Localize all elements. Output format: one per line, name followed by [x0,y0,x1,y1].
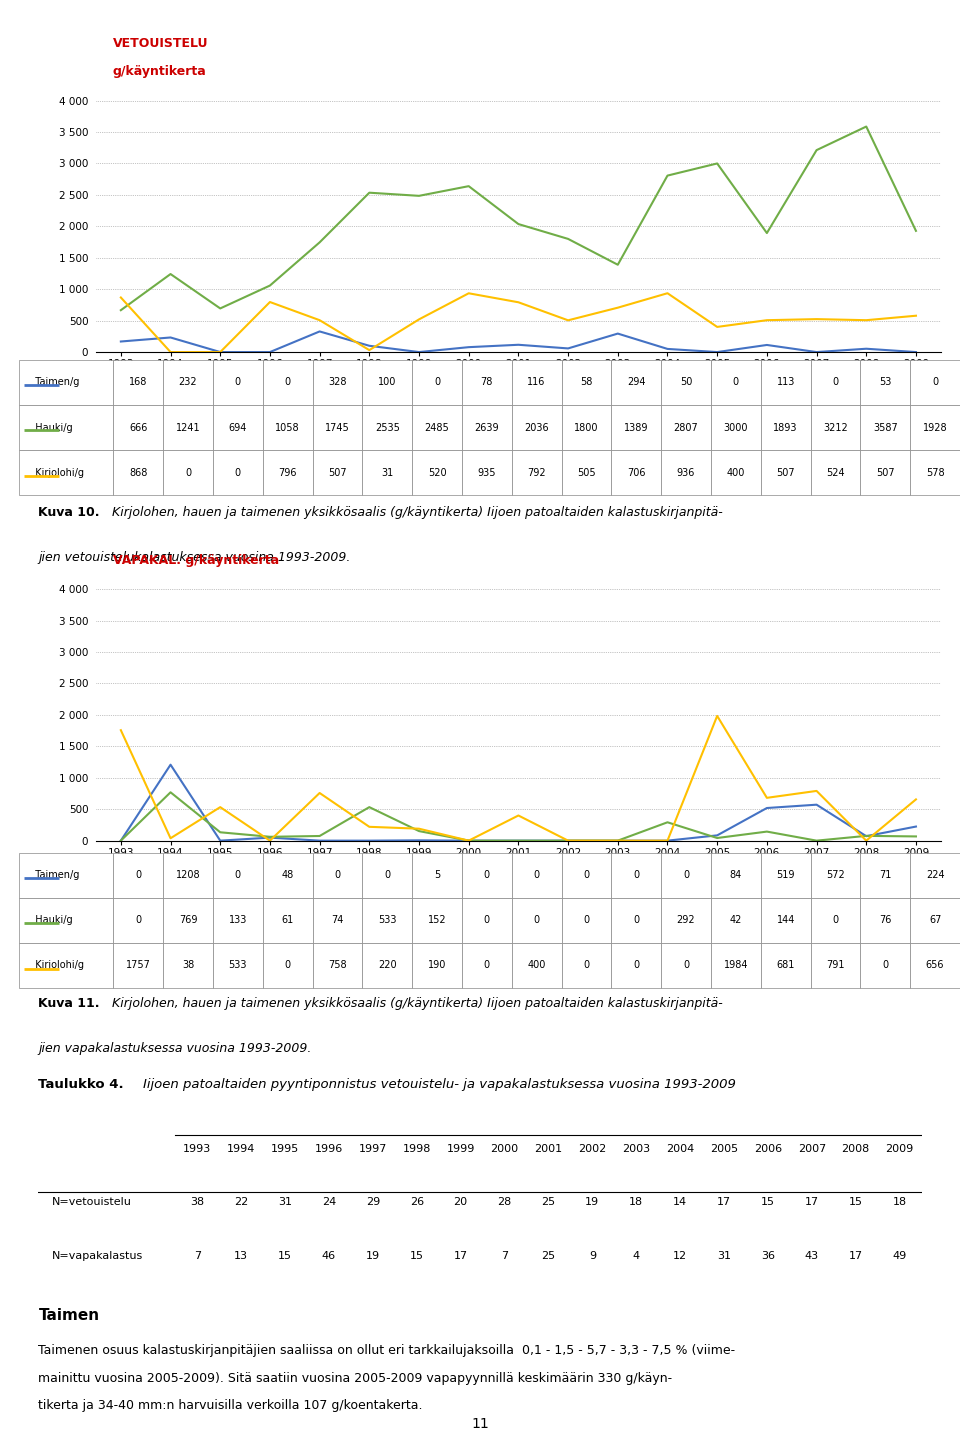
Text: jien vapakalastuksessa vuosina 1993-2009.: jien vapakalastuksessa vuosina 1993-2009… [38,1042,312,1055]
Text: Iijoen patoaltaiden pyyntiponnistus vetouistelu- ja vapakalastuksessa vuosina 19: Iijoen patoaltaiden pyyntiponnistus veto… [143,1078,735,1091]
Text: VETOUISTELU: VETOUISTELU [113,37,208,50]
Text: Taimen: Taimen [38,1308,100,1322]
Text: Taimenen osuus kalastuskirjanpitäjien saaliissa on ollut eri tarkkailujaksoilla : Taimenen osuus kalastuskirjanpitäjien sa… [38,1344,735,1357]
Text: tikerta ja 34-40 mm:n harvuisilla verkoilla 107 g/koentakerta.: tikerta ja 34-40 mm:n harvuisilla verkoi… [38,1398,423,1411]
Text: jien vetouistelukalastuksessa vuosina 1993-2009.: jien vetouistelukalastuksessa vuosina 19… [38,550,350,563]
Text: Kuva 10.: Kuva 10. [38,506,100,519]
Text: mainittu vuosina 2005-2009). Sitä saatiin vuosina 2005-2009 vapapyynnillä keskim: mainittu vuosina 2005-2009). Sitä saatii… [38,1372,673,1385]
Text: VAPAKAL. g/käyntikerta: VAPAKAL. g/käyntikerta [113,553,279,566]
Text: Kuva 11.: Kuva 11. [38,997,100,1010]
Text: Kirjolohen, hauen ja taimenen yksikkösaalis (g/käyntikerta) Iijoen patoaltaiden : Kirjolohen, hauen ja taimenen yksikkösaa… [111,506,723,519]
Text: Kirjolohen, hauen ja taimenen yksikkösaalis (g/käyntikerta) Iijoen patoaltaiden : Kirjolohen, hauen ja taimenen yksikkösaa… [111,997,723,1010]
Text: g/käyntikerta: g/käyntikerta [113,65,206,78]
Text: Taulukko 4.: Taulukko 4. [38,1078,124,1091]
Text: 11: 11 [471,1417,489,1431]
